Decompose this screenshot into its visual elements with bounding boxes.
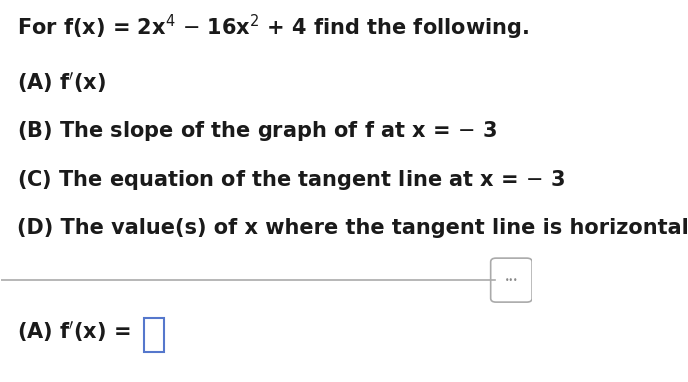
Text: (B) The slope of the graph of f at x = $-$ 3: (B) The slope of the graph of f at x = $… bbox=[17, 119, 497, 143]
Text: (C) The equation of the tangent line at x = $-$ 3: (C) The equation of the tangent line at … bbox=[17, 168, 566, 192]
Text: (A) f$'$(x) =: (A) f$'$(x) = bbox=[17, 319, 131, 344]
Text: (A) f$'$(x): (A) f$'$(x) bbox=[17, 70, 107, 95]
FancyBboxPatch shape bbox=[491, 258, 532, 302]
Text: For f(x) = 2x$^4$ $-$ 16x$^2$ + 4 find the following.: For f(x) = 2x$^4$ $-$ 16x$^2$ + 4 find t… bbox=[17, 13, 529, 42]
Text: (D) The value(s) of x where the tangent line is horizontal: (D) The value(s) of x where the tangent … bbox=[17, 217, 688, 238]
FancyBboxPatch shape bbox=[144, 318, 164, 352]
Text: •••: ••• bbox=[504, 276, 518, 285]
